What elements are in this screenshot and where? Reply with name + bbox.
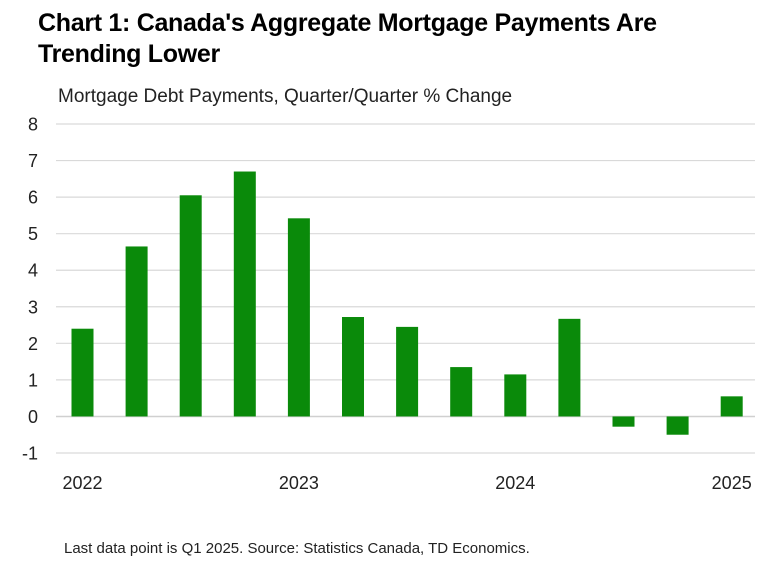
y-tick-label: 6 [28, 188, 38, 208]
bar-q4-2023 [450, 367, 473, 417]
bar-q2-2022 [125, 246, 148, 417]
bar-q2-2023 [342, 317, 364, 417]
bar-q2-2024 [558, 318, 581, 417]
y-tick-label: 4 [28, 261, 38, 281]
bar-q3-2023 [396, 326, 419, 417]
x-tick-label: 2023 [279, 473, 319, 493]
source-footnote: Last data point is Q1 2025. Source: Stat… [64, 540, 530, 557]
x-tick-label: 2024 [495, 473, 535, 493]
x-tick-label: 2022 [62, 473, 102, 493]
chart-title: Chart 1: Canada's Aggregate Mortgage Pay… [38, 9, 657, 68]
bar-q1-2024 [504, 374, 527, 417]
y-tick-label: 0 [28, 407, 38, 427]
y-tick-label: 2 [28, 334, 38, 354]
y-tick-label: -1 [22, 444, 38, 464]
bar-q1-2023 [287, 218, 310, 417]
chart-subtitle: Mortgage Debt Payments, Quarter/Quarter … [58, 86, 513, 107]
y-tick-label: 8 [28, 115, 38, 135]
y-tick-label: 3 [28, 297, 38, 317]
bar-q4-2024 [666, 416, 689, 435]
bar-q4-2022 [233, 171, 256, 417]
y-tick-label: 1 [28, 370, 38, 390]
y-tick-label: 7 [28, 151, 38, 171]
x-tick-label: 2025 [712, 473, 752, 493]
bar-q3-2024 [612, 416, 635, 427]
y-tick-label: 5 [28, 224, 38, 244]
bar-q3-2022 [179, 195, 202, 417]
bar-q1-2025 [720, 396, 743, 417]
bar-q1-2022 [71, 328, 94, 417]
